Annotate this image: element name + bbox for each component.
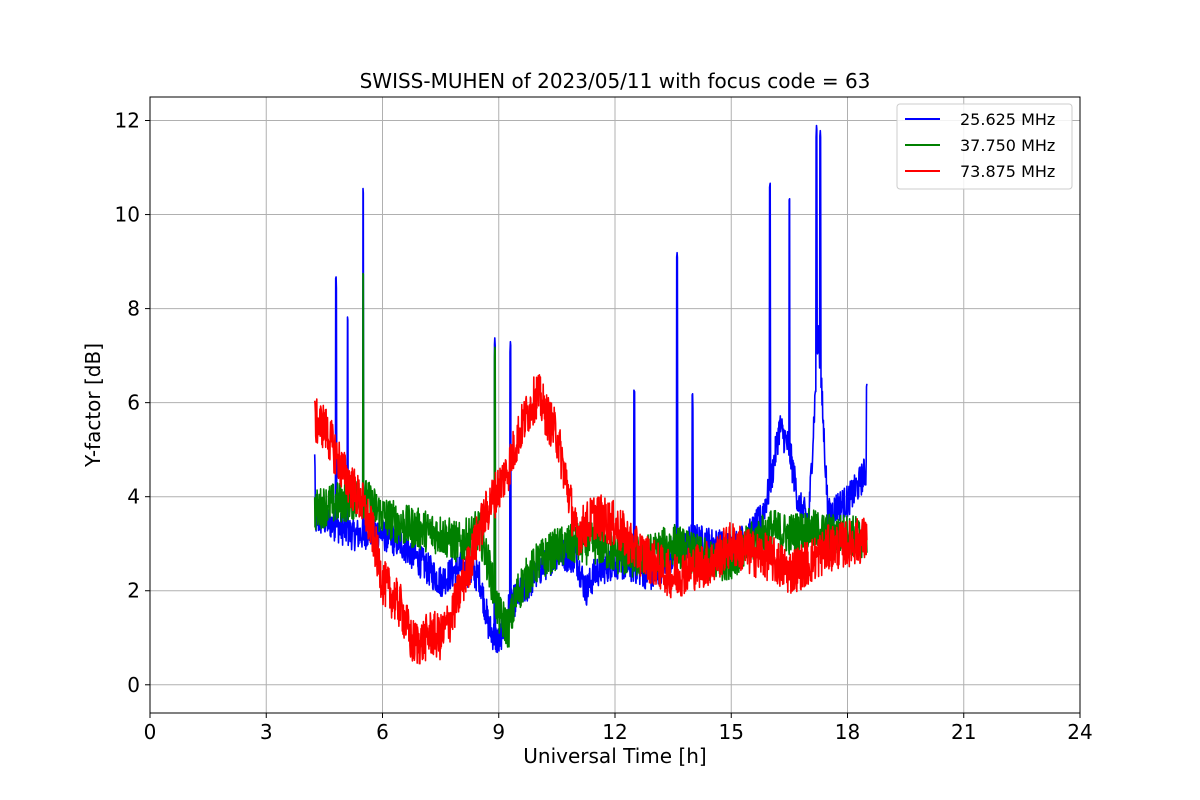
legend-label-1: 37.750 MHz xyxy=(960,136,1055,155)
y-tick-label: 2 xyxy=(127,579,140,603)
y-tick-label: 12 xyxy=(115,109,140,133)
series-line-0 xyxy=(313,124,868,654)
series-layer xyxy=(313,124,868,665)
x-tick-label: 15 xyxy=(719,720,744,744)
x-axis: 0 3 6 9 12 15 18 21 24 xyxy=(144,713,1093,744)
chart-title: SWISS-MUHEN of 2023/05/11 with focus cod… xyxy=(360,69,871,93)
legend: 25.625 MHz 37.750 MHz 73.875 MHz xyxy=(896,103,1073,190)
x-tick-label: 3 xyxy=(260,720,273,744)
y-axis: 0 2 4 6 8 10 12 xyxy=(115,109,150,697)
x-tick-label: 24 xyxy=(1067,720,1092,744)
x-tick-label: 18 xyxy=(835,720,860,744)
x-tick-label: 0 xyxy=(144,720,157,744)
legend-label-2: 73.875 MHz xyxy=(960,162,1055,181)
x-tick-label: 9 xyxy=(492,720,505,744)
y-tick-label: 8 xyxy=(127,297,140,321)
y-tick-label: 4 xyxy=(127,485,140,509)
x-tick-label: 21 xyxy=(951,720,976,744)
x-tick-label: 6 xyxy=(376,720,389,744)
series-line-2 xyxy=(313,373,868,665)
legend-label-0: 25.625 MHz xyxy=(960,110,1055,129)
y-axis-label: Y-factor [dB] xyxy=(81,343,105,468)
x-axis-label: Universal Time [h] xyxy=(523,744,706,768)
y-tick-label: 0 xyxy=(127,673,140,697)
y-tick-label: 6 xyxy=(127,391,140,415)
legend-box xyxy=(896,103,1073,190)
y-tick-label: 10 xyxy=(115,203,140,227)
x-tick-label: 12 xyxy=(602,720,627,744)
